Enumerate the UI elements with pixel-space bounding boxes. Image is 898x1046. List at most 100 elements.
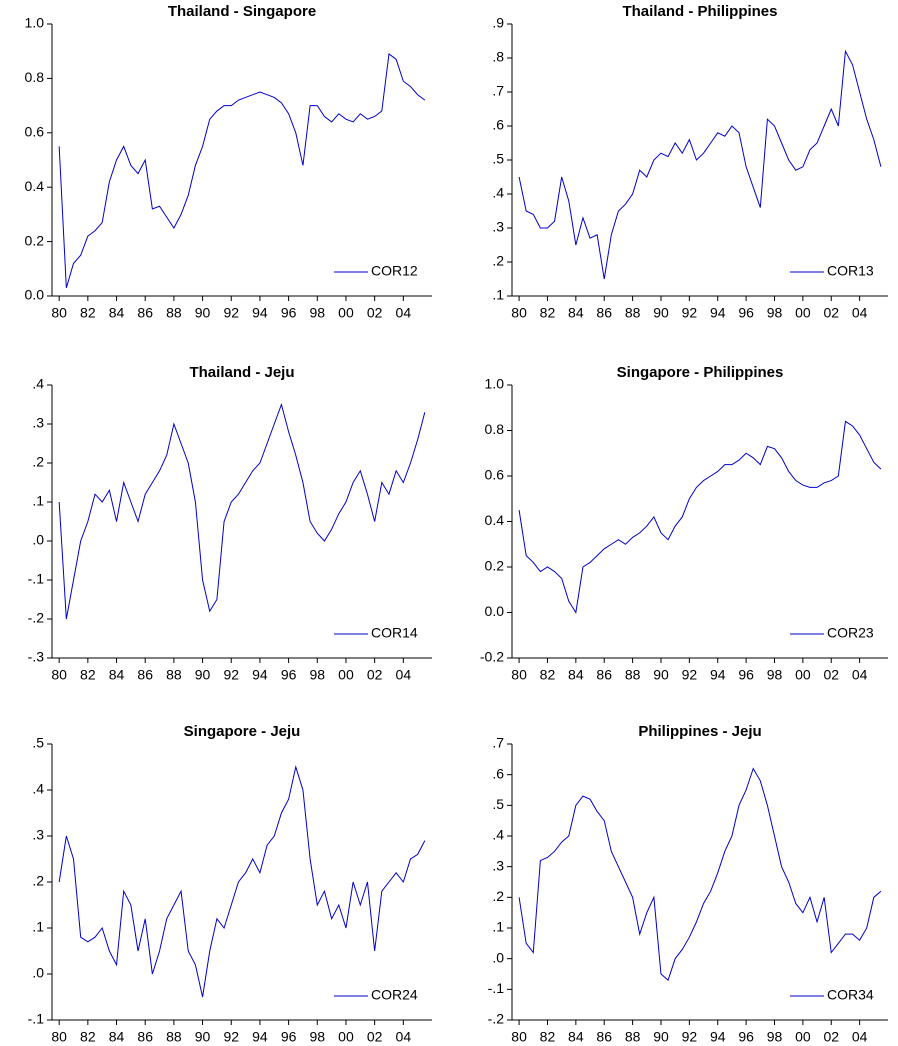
x-tick-label: 88 <box>166 305 182 321</box>
y-tick-label: 0.0 <box>485 603 505 619</box>
x-tick-label: 04 <box>852 1029 868 1045</box>
x-tick-label: 82 <box>80 1029 96 1045</box>
x-tick-label: 80 <box>51 305 67 321</box>
data-line <box>58 52 426 288</box>
y-tick-label: .3 <box>492 857 504 873</box>
x-tick-label: 90 <box>653 1029 669 1045</box>
x-tick-label: 80 <box>511 667 527 683</box>
x-tick-label: 96 <box>738 1029 754 1045</box>
chart-title: Thailand - Singapore <box>168 3 316 20</box>
x-tick-label: 90 <box>653 305 669 321</box>
y-tick-label: .1 <box>32 493 44 509</box>
x-tick-label: 02 <box>823 667 839 683</box>
x-tick-label: 88 <box>625 1029 641 1045</box>
legend-label: COR13 <box>827 263 874 279</box>
x-tick-label: 84 <box>568 1029 584 1045</box>
x-tick-label: 94 <box>252 667 268 683</box>
x-tick-label: 80 <box>511 305 527 321</box>
y-tick-label: .4 <box>492 827 504 843</box>
x-tick-label: 96 <box>738 667 754 683</box>
x-tick-label: 04 <box>396 305 412 321</box>
x-tick-label: 04 <box>852 305 868 321</box>
chart-title: Thailand - Jeju <box>189 364 294 381</box>
y-tick-label: .2 <box>492 888 504 904</box>
y-tick-label: .1 <box>492 287 504 303</box>
x-tick-label: 02 <box>367 305 383 321</box>
x-tick-label: 84 <box>568 667 584 683</box>
y-tick-label: .3 <box>32 415 44 431</box>
x-tick-label: 04 <box>852 667 868 683</box>
y-tick-label: -.1 <box>28 1011 45 1027</box>
x-tick-label: 80 <box>511 1029 527 1045</box>
x-tick-label: 98 <box>767 667 783 683</box>
x-tick-label: 84 <box>109 667 125 683</box>
x-tick-label: 00 <box>338 305 354 321</box>
axis-line <box>51 24 432 297</box>
y-tick-label: -.2 <box>488 1011 505 1027</box>
y-tick-label: .5 <box>492 796 504 812</box>
x-tick-label: 90 <box>653 667 669 683</box>
y-tick-label: .2 <box>492 253 504 269</box>
x-tick-label: 80 <box>51 667 67 683</box>
x-tick-label: 92 <box>223 305 239 321</box>
y-tick-label: .0 <box>492 949 504 965</box>
y-tick-label: .6 <box>492 765 504 781</box>
x-tick-label: 86 <box>137 1029 153 1045</box>
y-tick-label: 1.0 <box>25 15 45 31</box>
y-tick-label: -.1 <box>28 571 45 587</box>
legend-label: COR24 <box>371 987 418 1003</box>
x-tick-label: 86 <box>137 305 153 321</box>
x-tick-label: 80 <box>51 1029 67 1045</box>
chart-title: Singapore - Jeju <box>184 723 301 740</box>
x-tick-label: 94 <box>710 305 726 321</box>
y-tick-label: .0 <box>32 532 44 548</box>
x-tick-label: 88 <box>166 667 182 683</box>
y-tick-label: -.2 <box>28 610 45 626</box>
x-tick-label: 94 <box>710 667 726 683</box>
data-line <box>518 420 882 614</box>
y-tick-label: .0 <box>32 965 44 981</box>
y-tick-label: 0.2 <box>25 232 45 248</box>
y-tick-label: .4 <box>492 185 504 201</box>
data-line <box>58 765 426 998</box>
x-tick-label: 92 <box>682 305 698 321</box>
y-tick-label: .7 <box>492 735 504 751</box>
y-tick-label: 0.0 <box>25 287 45 303</box>
x-tick-label: 88 <box>625 305 641 321</box>
x-tick-label: 96 <box>738 305 754 321</box>
x-tick-label: 86 <box>596 667 612 683</box>
legend-label: COR12 <box>371 263 418 279</box>
y-tick-label: .1 <box>32 919 44 935</box>
x-tick-label: 92 <box>682 667 698 683</box>
axis-line <box>511 744 888 1021</box>
y-tick-label: 0.6 <box>25 124 45 140</box>
x-tick-label: 90 <box>195 305 211 321</box>
data-line <box>518 49 882 280</box>
axis-line <box>511 385 888 659</box>
y-tick-label: 0.8 <box>485 421 505 437</box>
chart-title: Thailand - Philippines <box>622 3 777 20</box>
legend-label: COR23 <box>827 625 874 641</box>
x-tick-label: 00 <box>795 1029 811 1045</box>
legend-label: COR14 <box>371 625 418 641</box>
x-tick-label: 00 <box>338 667 354 683</box>
y-tick-label: .7 <box>492 83 504 99</box>
chart-title: Singapore - Philippines <box>617 364 784 381</box>
data-line <box>58 402 426 620</box>
x-tick-label: 98 <box>767 305 783 321</box>
x-tick-label: 00 <box>338 1029 354 1045</box>
x-tick-label: 02 <box>367 1029 383 1045</box>
x-tick-label: 86 <box>596 1029 612 1045</box>
y-tick-label: .3 <box>492 219 504 235</box>
y-tick-label: 0.4 <box>485 512 505 528</box>
x-tick-label: 04 <box>396 1029 412 1045</box>
y-tick-label: 0.2 <box>485 558 505 574</box>
x-tick-label: 82 <box>540 1029 556 1045</box>
x-tick-label: 82 <box>540 667 556 683</box>
x-tick-label: 02 <box>823 305 839 321</box>
x-tick-label: 90 <box>195 1029 211 1045</box>
y-tick-label: .2 <box>32 454 44 470</box>
y-tick-label: -0.2 <box>480 649 504 665</box>
